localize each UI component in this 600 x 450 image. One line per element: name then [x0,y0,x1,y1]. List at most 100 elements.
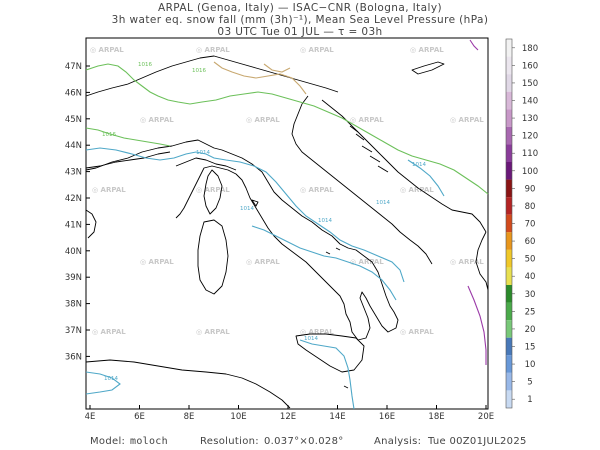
colorbar-swatch [506,126,512,145]
watermark: ◎ ARPAL [196,328,230,336]
lon-label: 4E [85,412,96,422]
colorbar-label: 15 [525,343,536,353]
lat-label: 47N [65,62,82,72]
colorbar-label: 140 [522,97,538,107]
colorbar-label: 110 [522,149,538,159]
isobars [85,39,489,410]
islands-aeolian [325,247,341,255]
colorbar-label: 10 [525,360,536,370]
colorbar-swatch [506,179,512,198]
colorbar-label: 130 [522,114,538,124]
isobar-1014-mid [251,225,397,301]
isobar-1018-b [263,63,291,73]
isobar-label: 1016 [102,132,116,138]
watermark: ◎ ARPAL [246,258,280,266]
lat-label: 44N [65,141,82,151]
isobar-1014-south-west [85,371,121,395]
colorbar-swatch [506,197,512,215]
colorbar-label: 120 [522,132,538,142]
border-alps [85,55,339,97]
colorbar-swatch [506,390,512,408]
watermark: ◎ ARPAL [140,258,174,266]
latitude-labels: 47N 46N 45N 44N 43N 42N 41N 40N 39N 38N 37N 36N [65,62,90,362]
coast-greece [475,231,489,291]
colorbar-label: 150 [522,79,538,89]
island-sardinia [197,219,229,295]
map-frame [85,37,489,410]
isobar-1016-west [85,127,171,147]
watermark-layer: ◎ ARPAL ◎ ARPAL ◎ ARPAL ◎ ARPAL ◎ ARPAL ◎ ARP… [90,46,484,336]
colorbar-label: 80 [525,202,536,212]
watermark: ◎ ARPAL [300,46,334,54]
coast-north-africa [85,359,291,409]
isobar-label: 1014 [240,206,254,212]
longitude-labels: 4E 6E 8E 10E 12E 14E 16E 18E 20E [85,405,494,422]
colorbar-label: 20 [525,325,536,335]
colorbar-swatch [506,285,512,303]
lon-label: 20E [478,412,494,422]
watermark: ◎ ARPAL [450,258,484,266]
colorbar-label: 5 [527,378,532,388]
colorbar-swatch [506,56,512,75]
colorbar-swatch [506,162,512,180]
coast-balkan [321,99,487,233]
colorbar-swatch [506,267,512,285]
footer-model-label: Model: [90,436,126,447]
colorbar-label: 100 [522,167,538,177]
lat-label: 40N [65,247,82,257]
lon-label: 6E [134,412,145,422]
isobar-labels: 1016 1016 1016 1014 1014 1014 1014 1014 … [102,62,426,382]
island-corsica [203,169,223,215]
lake-balaton [411,61,445,75]
watermark: ◎ ARPAL [92,186,126,194]
colorbar-label: 70 [525,220,536,230]
coast-italy-mainland [85,139,399,341]
colorbar-swatch [506,232,512,250]
watermark: ◎ ARPAL [246,116,280,124]
colorbar-swatch [506,74,512,92]
adriatic-islands [349,125,389,173]
lat-label: 38N [65,300,82,310]
lat-label: 46N [65,88,82,98]
island-malta [343,385,349,389]
lon-label: 8E [184,412,195,422]
colorbar-swatch [506,144,512,162]
colorbar-swatch [506,302,512,321]
watermark: ◎ ARPAL [350,258,384,266]
isobar-1014-east [407,159,445,197]
isobar-label: 1014 [196,150,210,156]
colorbar-swatch [506,320,512,338]
colorbar-label: 30 [525,290,536,300]
lat-label: 36N [65,352,82,362]
watermark: ◎ ARPAL [350,116,384,124]
isobar-east-north [469,39,479,51]
coast-ligurian [175,157,237,171]
colorbar-label: 40 [525,272,536,282]
lat-label: 43N [65,168,82,178]
colorbar-swatch [506,337,512,356]
colorbar-label: 90 [525,184,536,194]
watermark: ◎ ARPAL [300,328,334,336]
colorbar-label: 50 [525,255,536,265]
watermark: ◎ ARPAL [196,46,230,54]
footer-model-value: moloch [130,436,168,447]
coast-france [85,151,171,169]
colorbar: 1801601501401301201101009080706050403025… [505,38,538,409]
lon-label: 10E [230,412,246,422]
lat-label: 41N [65,220,82,230]
watermark: ◎ ARPAL [450,116,484,124]
header-line-3: 03 UTC Tue 01 JUL — τ = 03h [217,26,383,38]
isobar-label: 1014 [104,376,118,382]
footer-resolution-value: 0.037°×0.028° [264,436,344,447]
footer-analysis-value: Tue 00Z01JUL2025 [428,436,527,447]
colorbar-swatch [506,249,512,268]
colorbar-label: 160 [522,61,538,71]
colorbar-label: 25 [525,307,536,317]
lon-label: 14E [329,412,345,422]
isobar-label: 1014 [376,200,390,206]
isobar-1014-west [85,147,405,283]
colorbar-label: 1 [527,395,532,405]
footer-analysis-label: Analysis: [374,436,422,447]
isobar-label: 1016 [138,62,152,68]
